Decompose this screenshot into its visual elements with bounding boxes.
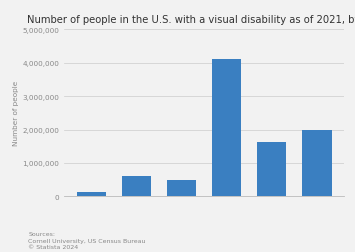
Y-axis label: Number of people: Number of people xyxy=(13,81,20,146)
Bar xyxy=(302,131,332,197)
Bar xyxy=(257,143,286,197)
Bar xyxy=(122,176,151,197)
Title: Number of people in the U.S. with a visual disability as of 2021, by age: Number of people in the U.S. with a visu… xyxy=(27,15,355,25)
Text: Sources:
Cornell University, US Census Bureau
© Statista 2024: Sources: Cornell University, US Census B… xyxy=(28,231,146,249)
Bar xyxy=(77,193,106,197)
Bar xyxy=(212,60,241,197)
Bar xyxy=(167,181,196,197)
